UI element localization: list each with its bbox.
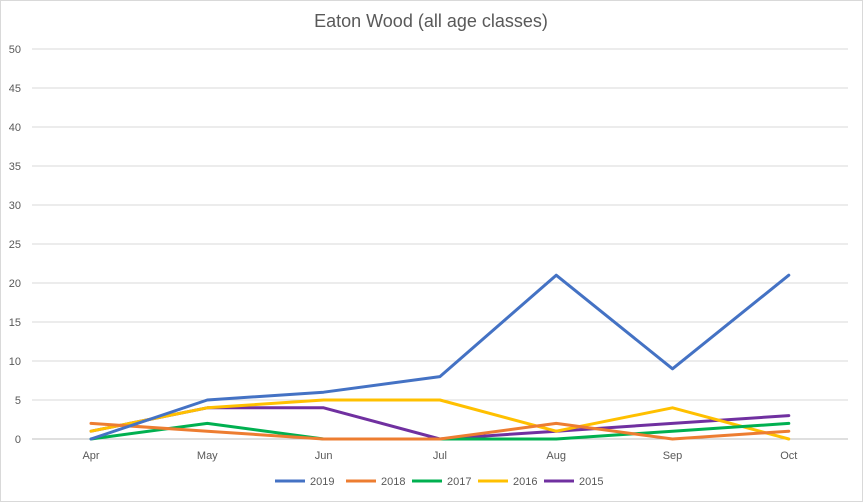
- legend-label-2019: 2019: [310, 476, 334, 488]
- series-line-2016: [89, 398, 791, 441]
- y-tick-label: 35: [9, 161, 21, 173]
- y-axis-ticks: 0 5 10 15 20 25 30 35 40 45 50: [9, 44, 21, 446]
- y-tick-label: 45: [9, 83, 21, 95]
- y-tick-label: 20: [9, 278, 21, 290]
- y-tick-label: 50: [9, 44, 21, 56]
- y-tick-label: 10: [9, 356, 21, 368]
- y-tick-label: 30: [9, 200, 21, 212]
- series-lines: [89, 273, 791, 441]
- y-tick-label: 0: [15, 434, 21, 446]
- y-tick-label: 15: [9, 317, 21, 329]
- x-tick-label: Apr: [82, 450, 99, 462]
- chart-title: Eaton Wood (all age classes): [314, 11, 548, 31]
- x-tick-label: Jul: [433, 450, 447, 462]
- x-axis-ticks: Apr May Jun Jul Aug Sep Oct: [82, 450, 797, 462]
- y-tick-label: 5: [15, 395, 21, 407]
- x-tick-label: Aug: [546, 450, 566, 462]
- legend-label-2015: 2015: [579, 476, 603, 488]
- series-line-2019: [89, 273, 791, 441]
- legend: 2019 2018 2017 2016 2015: [275, 476, 603, 488]
- x-tick-label: Jun: [315, 450, 333, 462]
- legend-label-2016: 2016: [513, 476, 537, 488]
- y-tick-label: 40: [9, 122, 21, 134]
- legend-label-2018: 2018: [381, 476, 405, 488]
- gridlines: [32, 48, 848, 440]
- series-line-2018: [89, 421, 791, 441]
- series-line-2015: [89, 406, 791, 441]
- y-tick-label: 25: [9, 239, 21, 251]
- x-tick-label: Sep: [663, 450, 683, 462]
- legend-label-2017: 2017: [447, 476, 471, 488]
- x-tick-label: Oct: [780, 450, 797, 462]
- x-tick-label: May: [197, 450, 218, 462]
